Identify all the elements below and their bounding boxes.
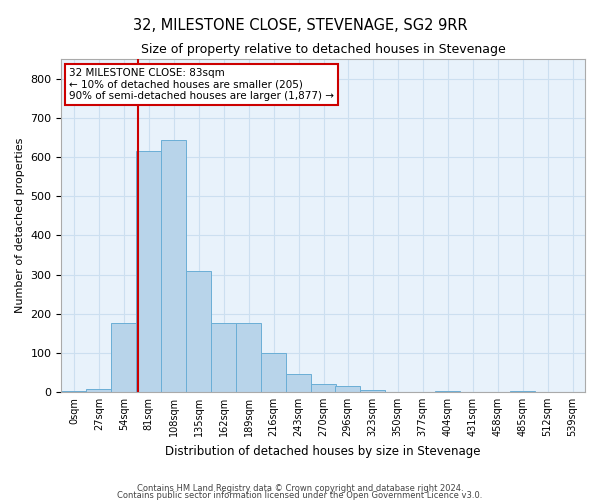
Bar <box>435 391 460 392</box>
Bar <box>360 390 385 392</box>
Title: Size of property relative to detached houses in Stevenage: Size of property relative to detached ho… <box>141 42 506 56</box>
Bar <box>211 324 236 392</box>
Bar <box>335 386 360 392</box>
Bar <box>161 140 186 392</box>
Bar <box>186 272 211 392</box>
Bar <box>510 391 535 392</box>
X-axis label: Distribution of detached houses by size in Stevenage: Distribution of detached houses by size … <box>166 444 481 458</box>
Y-axis label: Number of detached properties: Number of detached properties <box>15 138 25 314</box>
Text: 32, MILESTONE CLOSE, STEVENAGE, SG2 9RR: 32, MILESTONE CLOSE, STEVENAGE, SG2 9RR <box>133 18 467 32</box>
Bar <box>311 384 336 392</box>
Bar <box>236 324 261 392</box>
Bar <box>61 391 86 392</box>
Bar <box>286 374 311 392</box>
Bar <box>261 353 286 392</box>
Text: Contains public sector information licensed under the Open Government Licence v3: Contains public sector information licen… <box>118 491 482 500</box>
Bar <box>112 324 136 392</box>
Text: Contains HM Land Registry data © Crown copyright and database right 2024.: Contains HM Land Registry data © Crown c… <box>137 484 463 493</box>
Text: 32 MILESTONE CLOSE: 83sqm
← 10% of detached houses are smaller (205)
90% of semi: 32 MILESTONE CLOSE: 83sqm ← 10% of detac… <box>69 68 334 101</box>
Bar <box>136 152 161 392</box>
Bar <box>86 389 112 392</box>
